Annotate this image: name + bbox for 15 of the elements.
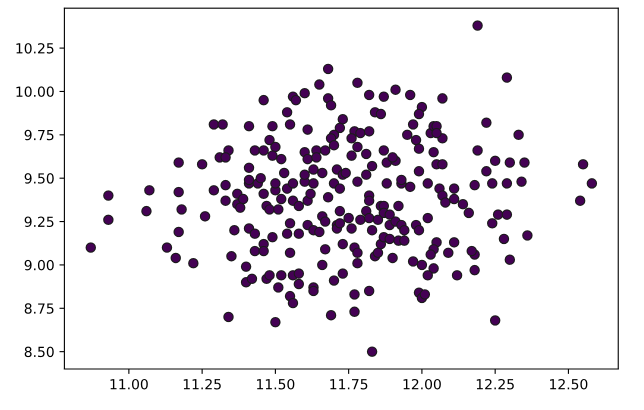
y-tick-label: 8.50	[24, 346, 54, 358]
y-tick-label: 10.00	[16, 86, 54, 97]
x-tick-label: 12.00	[404, 378, 441, 390]
y-tick-label: 10.25	[16, 43, 54, 54]
x-tick-label: 12.50	[550, 378, 588, 390]
x-tick-label: 12.25	[476, 378, 514, 390]
y-tick-label: 8.75	[24, 303, 54, 314]
x-tick-label: 11.50	[257, 378, 294, 390]
y-tick-label: 9.50	[24, 173, 54, 184]
y-tick-label: 9.75	[24, 130, 54, 140]
y-tick-label: 9.25	[24, 216, 54, 228]
x-tick-label: 11.75	[330, 379, 368, 390]
x-tick-label: 11.00	[110, 378, 148, 390]
x-tick-label: 11.25	[184, 378, 221, 390]
y-tick-label: 9.00	[24, 260, 54, 270]
